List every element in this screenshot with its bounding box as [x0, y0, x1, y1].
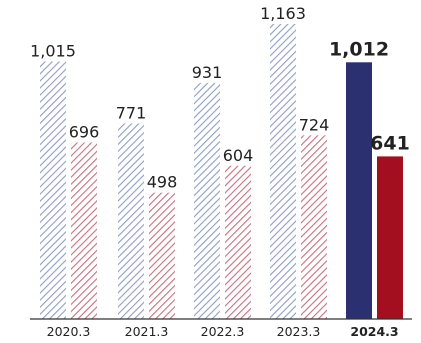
value-label-2020.3-series1: 1,015	[30, 42, 76, 61]
bar-2021.3-series1	[118, 123, 144, 320]
bar-2024.3-series2	[377, 156, 403, 319]
value-label-2021.3-series2: 498	[147, 173, 178, 192]
x-tick-labels-group: 2020.3 2021.3 2022.3 2023.3 2024.3	[47, 324, 399, 339]
bar-2020.3-series2	[71, 142, 97, 319]
value-label-2022.3-series1: 931	[192, 63, 223, 82]
bar-2022.3-series2	[225, 165, 251, 319]
value-label-2023.3-series2: 724	[299, 115, 330, 134]
value-label-2020.3-series2: 696	[69, 122, 100, 141]
bar-2022.3-series1	[194, 82, 220, 319]
bar-2024.3-series1	[346, 62, 372, 319]
bar-2021.3-series2	[149, 192, 175, 319]
x-tick-label-2024.3: 2024.3	[350, 324, 398, 339]
bar-2023.3-series1	[270, 24, 296, 319]
x-tick-label-2021.3: 2021.3	[125, 324, 169, 339]
value-label-2023.3-series1: 1,163	[260, 4, 306, 23]
value-labels-group: 1,015 696 771 498 931 604 1,163 724 1,012 641	[30, 4, 410, 192]
x-tick-label-2022.3: 2022.3	[201, 324, 245, 339]
x-tick-label-2023.3: 2023.3	[277, 324, 321, 339]
bar-2020.3-series1	[40, 61, 66, 320]
value-label-2024.3-series1: 1,012	[329, 38, 389, 60]
bar-2023.3-series2	[301, 135, 327, 319]
value-label-2021.3-series1: 771	[116, 103, 147, 122]
value-label-2022.3-series2: 604	[223, 146, 254, 165]
x-tick-label-2020.3: 2020.3	[47, 324, 91, 339]
value-label-2024.3-series2: 641	[370, 132, 410, 154]
bars-group	[40, 24, 403, 320]
